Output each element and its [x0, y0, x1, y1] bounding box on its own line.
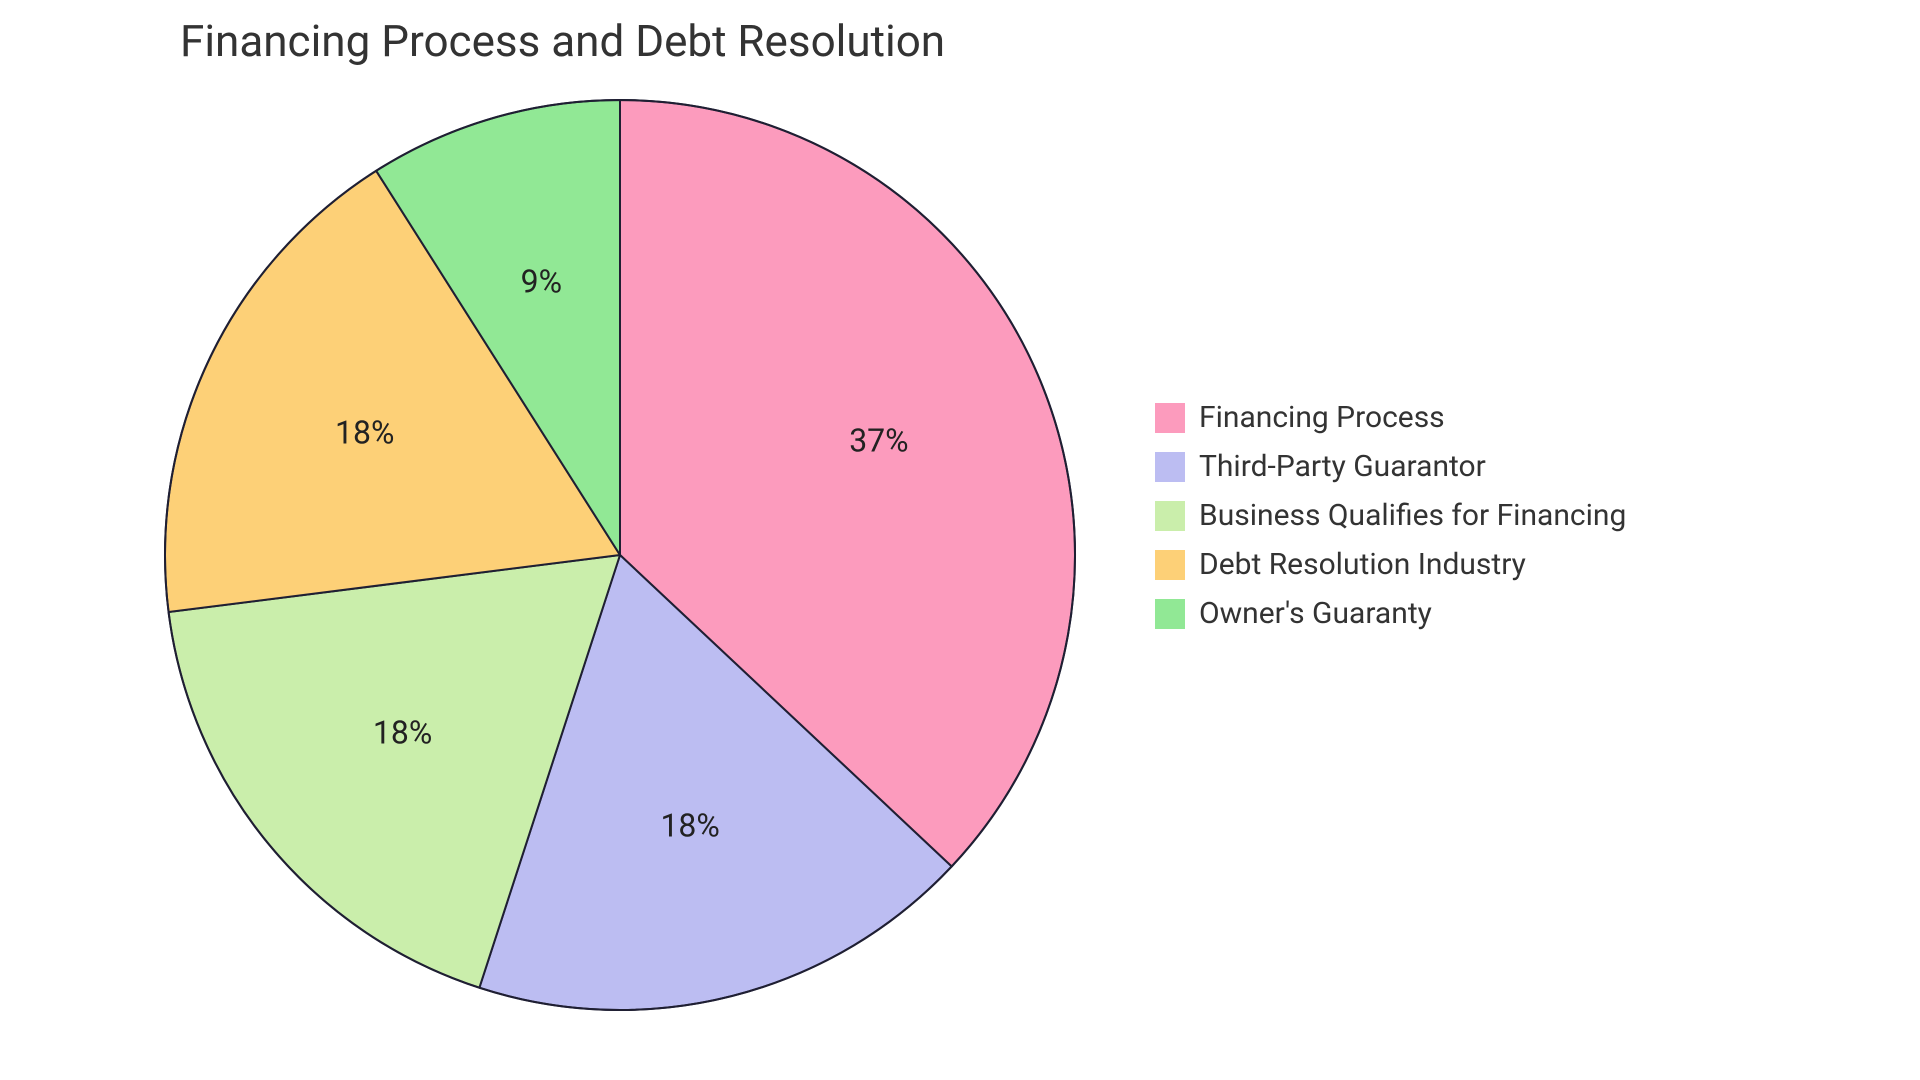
legend-swatch [1155, 501, 1185, 531]
legend-item: Business Qualifies for Financing [1155, 498, 1626, 533]
legend-swatch [1155, 403, 1185, 433]
slice-label: 18% [660, 807, 719, 845]
chart-title: Financing Process and Debt Resolution [180, 15, 945, 67]
slice-label: 18% [335, 413, 394, 451]
legend-item: Debt Resolution Industry [1155, 547, 1626, 582]
legend-label: Business Qualifies for Financing [1199, 498, 1626, 533]
legend-swatch [1155, 550, 1185, 580]
legend-item: Third-Party Guarantor [1155, 449, 1626, 484]
legend-label: Financing Process [1199, 400, 1445, 435]
legend-item: Financing Process [1155, 400, 1626, 435]
legend-label: Owner's Guaranty [1199, 596, 1432, 631]
legend-label: Third-Party Guarantor [1199, 449, 1486, 484]
legend-swatch [1155, 452, 1185, 482]
slice-label: 37% [849, 421, 908, 459]
slice-label: 9% [521, 263, 562, 301]
legend-swatch [1155, 599, 1185, 629]
slice-label: 18% [373, 713, 432, 751]
legend-label: Debt Resolution Industry [1199, 547, 1526, 582]
pie-chart: 37% 18% 18% 18% 9% [160, 95, 1080, 1015]
legend-item: Owner's Guaranty [1155, 596, 1626, 631]
chart-container: Financing Process and Debt Resolution 37… [0, 0, 1920, 1080]
legend: Financing Process Third-Party Guarantor Bu… [1155, 400, 1626, 631]
